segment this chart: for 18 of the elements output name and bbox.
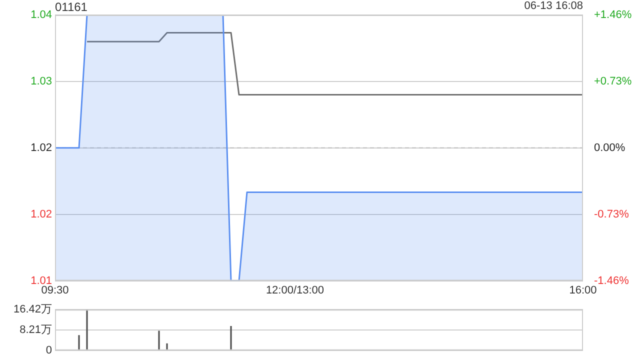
text: 06-13 16:08	[524, 0, 583, 12]
y-tick-label: 8.21万	[20, 324, 52, 336]
y-tick-label: 0	[46, 344, 52, 356]
y-tick-label: 1.02	[30, 142, 52, 154]
y2-tick-label: 0.00%	[594, 142, 626, 154]
y-tick-label: 1.03	[30, 75, 52, 88]
y-tick-label: 16.42万	[13, 304, 52, 316]
y2-tick-label: -1.46%	[594, 274, 630, 287]
y-tick-label: 1.01	[30, 274, 52, 287]
y-tick-label: 1.04	[30, 9, 52, 22]
y-tick-label: 1.02	[30, 208, 52, 220]
x-tick-label: 16:00	[569, 284, 597, 296]
y2-tick-label: +1.46%	[594, 9, 632, 22]
x-tick-label: 12:00/13:00	[266, 284, 324, 296]
y2-tick-label: +0.73%	[594, 75, 632, 88]
y2-tick-label: -0.73%	[594, 208, 630, 220]
x-tick-label: 09:30	[41, 284, 69, 296]
chart-title: 01161	[55, 0, 88, 14]
